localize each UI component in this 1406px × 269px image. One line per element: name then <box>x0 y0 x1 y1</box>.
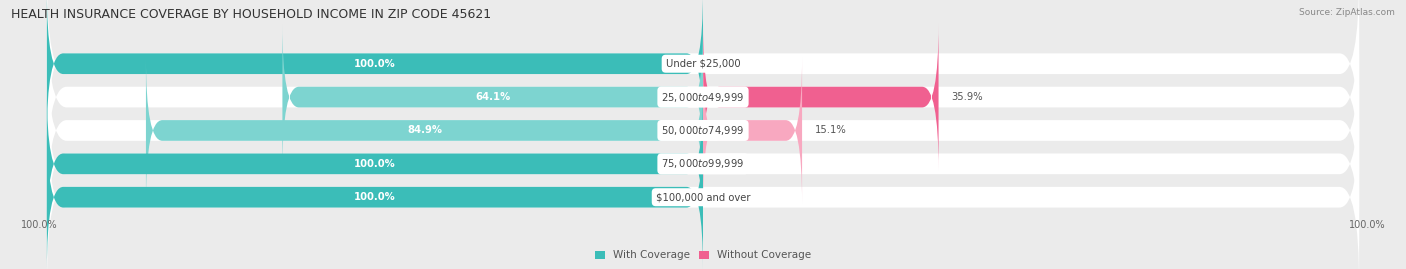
Text: $100,000 and over: $100,000 and over <box>655 192 751 202</box>
Text: $25,000 to $49,999: $25,000 to $49,999 <box>661 91 745 104</box>
FancyBboxPatch shape <box>46 0 703 137</box>
Text: 100.0%: 100.0% <box>21 220 58 230</box>
Text: 64.1%: 64.1% <box>475 92 510 102</box>
FancyBboxPatch shape <box>46 0 1360 154</box>
Text: 0.0%: 0.0% <box>716 159 741 169</box>
Text: 35.9%: 35.9% <box>952 92 983 102</box>
FancyBboxPatch shape <box>283 24 703 170</box>
FancyBboxPatch shape <box>703 57 801 204</box>
FancyBboxPatch shape <box>46 107 1360 269</box>
Legend: With Coverage, Without Coverage: With Coverage, Without Coverage <box>595 250 811 260</box>
FancyBboxPatch shape <box>46 91 703 237</box>
FancyBboxPatch shape <box>46 41 1360 220</box>
Text: 15.1%: 15.1% <box>815 125 846 136</box>
Text: $50,000 to $74,999: $50,000 to $74,999 <box>661 124 745 137</box>
FancyBboxPatch shape <box>703 24 939 170</box>
Text: $75,000 to $99,999: $75,000 to $99,999 <box>661 157 745 170</box>
FancyBboxPatch shape <box>146 57 703 204</box>
FancyBboxPatch shape <box>46 7 1360 187</box>
Text: 100.0%: 100.0% <box>1348 220 1385 230</box>
Text: Source: ZipAtlas.com: Source: ZipAtlas.com <box>1299 8 1395 17</box>
Text: 0.0%: 0.0% <box>716 59 741 69</box>
FancyBboxPatch shape <box>46 74 1360 254</box>
Text: Under $25,000: Under $25,000 <box>665 59 741 69</box>
Text: 0.0%: 0.0% <box>716 192 741 202</box>
FancyBboxPatch shape <box>46 124 703 269</box>
Text: 84.9%: 84.9% <box>406 125 441 136</box>
Text: HEALTH INSURANCE COVERAGE BY HOUSEHOLD INCOME IN ZIP CODE 45621: HEALTH INSURANCE COVERAGE BY HOUSEHOLD I… <box>11 8 491 21</box>
Text: 100.0%: 100.0% <box>354 59 396 69</box>
Text: 100.0%: 100.0% <box>354 192 396 202</box>
Text: 100.0%: 100.0% <box>354 159 396 169</box>
